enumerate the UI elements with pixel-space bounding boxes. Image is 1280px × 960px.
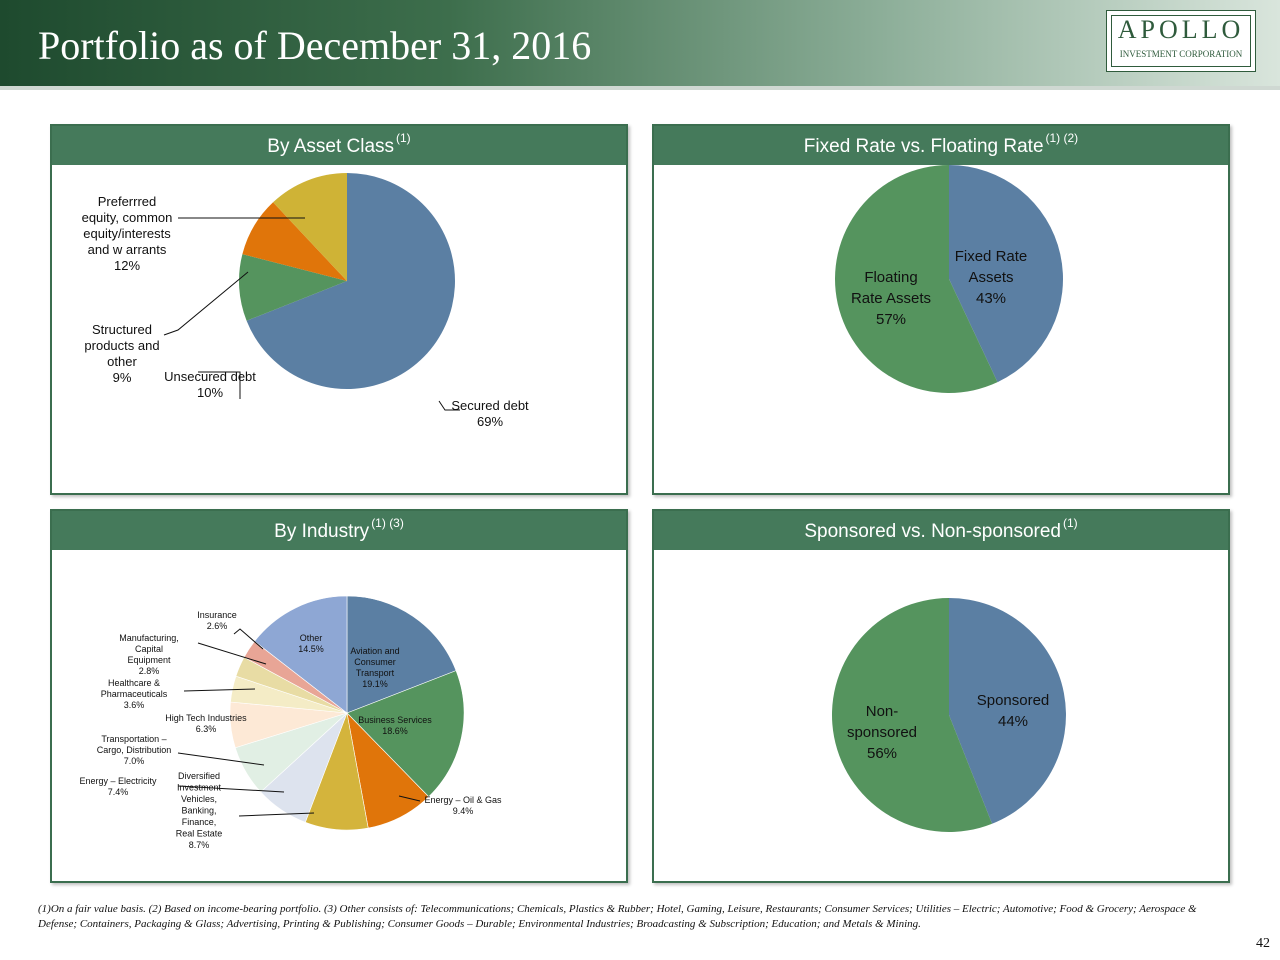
logo-subtitle: INVESTMENT CORPORATION — [1119, 49, 1243, 59]
footnote-ref: (1) — [1062, 516, 1078, 530]
data-label-aviation-and-consumer-transport: Aviation and Consumer Transport 19.1% — [350, 646, 399, 689]
data-label-manufacturing-capital-equipment: Manufacturing, Capital Equipment 2.8% — [119, 633, 179, 676]
panel-title: Fixed Rate vs. Floating Rate — [803, 136, 1044, 157]
asset-class-panel-header: By Asset Class (1) — [52, 126, 626, 165]
panel-title: By Industry — [274, 521, 370, 542]
data-label-business-services: Business Services 18.6% — [358, 715, 432, 736]
apollo-logo: APOLLO INVESTMENT CORPORATION — [1106, 10, 1256, 72]
data-label-high-tech-industries: High Tech Industries 6.3% — [165, 713, 247, 734]
panel-title: Sponsored vs. Non-sponsored — [804, 521, 1061, 542]
slice-sponsored — [949, 598, 1066, 824]
slice-fixed-rate-assets — [949, 165, 1064, 383]
data-label-fixed-rate-assets: Fixed Rate Assets 43% — [955, 248, 1028, 307]
panel-title: By Asset Class — [267, 136, 395, 157]
pie-slices — [835, 165, 1064, 393]
slice-business-services — [346, 670, 465, 798]
sponsored-panel-header: Sponsored vs. Non-sponsored (1) — [654, 511, 1228, 550]
data-label-structured-products-and-other: Structured products and other 9% — [84, 322, 159, 385]
data-label-floating-rate-assets: Floating Rate Assets 57% — [851, 269, 931, 328]
header-rule — [0, 86, 1280, 90]
leader-line-diversified-investment-vehicles-banking-finance-real-estate — [238, 812, 315, 817]
leader-line-unsecured-debt — [198, 371, 241, 399]
sponsored-pie-chart: Sponsored 44% Non-sponsored 56% — [831, 598, 1066, 832]
fixed-floating-pie-chart: Fixed Rate Assets 43% Floating Rate Assets 57… — [835, 165, 1064, 393]
leader-line-energy-electricity — [177, 785, 285, 793]
slice-non-sponsored — [831, 598, 993, 832]
footnote-ref: (1) (3) — [371, 516, 404, 530]
fixed-floating-panel-header: Fixed Rate vs. Floating Rate (1) (2) — [654, 126, 1228, 165]
asset-class-panel: By Asset Class (1) Secured debt 69% Unsecur… — [50, 124, 628, 495]
asset-class-pie-chart: Secured debt 69% Unsecured debt 10%Structur… — [82, 173, 529, 429]
leader-line-secured-debt — [438, 400, 460, 411]
page-title: Portfolio as of December 31, 2016 — [38, 23, 592, 68]
data-label-sponsored: Sponsored 44% — [977, 692, 1050, 730]
leader-line-transportation-cargo-distribution — [177, 752, 265, 766]
logo-wordmark: APOLLO — [1117, 15, 1245, 44]
data-label-secured-debt: Secured debt 69% — [451, 398, 529, 429]
slice-aviation-and-consumer-transport — [346, 595, 457, 714]
leader-line-energy-oil-gas — [398, 795, 421, 802]
data-label-non-sponsored: Non-sponsored 56% — [847, 703, 917, 762]
industry-pie-chart: Aviation and Consumer Transport 19.1% Busine… — [79, 595, 502, 850]
footnote-ref: (1) (2) — [1045, 131, 1079, 145]
leader-line-manufacturing-capital-equipment — [197, 642, 267, 665]
fixed-floating-panel: Fixed Rate vs. Floating Rate (1) (2) Fixe… — [652, 124, 1230, 495]
pie-slices — [229, 595, 465, 831]
logo-frame — [1111, 15, 1251, 67]
pie-slices — [831, 598, 1066, 832]
slice-unsecured-debt — [238, 254, 347, 321]
data-label-other: Other 14.5% — [298, 633, 324, 654]
slice-floating-rate-assets — [835, 165, 998, 393]
slice-preferrred-equity-common-equity-interests-and-w-arrants — [273, 173, 347, 281]
leader-line-healthcare-pharmaceuticals — [183, 688, 256, 692]
data-label-diversified-investment-vehicles-banking-finance-real-estate: Diversified Investment Vehicles, Banking, Fi… — [176, 771, 223, 850]
data-label-healthcare-pharmaceuticals: Healthcare & Pharmaceuticals 3.6% — [101, 678, 168, 710]
footnote-ref: (1) — [396, 131, 411, 145]
slice-secured-debt — [246, 173, 455, 389]
data-label-energy-electricity: Energy – Electricity 7.4% — [79, 776, 157, 797]
industry-panel: By Industry (1) (3) Aviation and Consumer T… — [50, 509, 628, 883]
slice-structured-products-and-other — [242, 202, 347, 281]
data-label-transportation-cargo-distribution: Transportation – Cargo, Distribution 7.0% — [97, 734, 172, 766]
footnote: (1)On a fair value basis. (2) Based on i… — [38, 903, 1197, 930]
data-label-energy-oil-gas: Energy – Oil & Gas 9.4% — [424, 795, 502, 816]
industry-panel-header: By Industry (1) (3) — [52, 511, 626, 550]
data-label-preferrred-equity-common-equity-interests-and-w-arrants: Preferrred equity, common equity/interests… — [82, 194, 173, 273]
data-label-unsecured-debt: Unsecured debt 10% — [164, 369, 256, 400]
leader-line-insurance — [233, 628, 264, 650]
sponsored-panel: Sponsored vs. Non-sponsored (1) Sponsored… — [652, 509, 1230, 883]
header-band — [0, 0, 1280, 90]
slice-other — [254, 595, 348, 714]
data-label-insurance: Insurance 2.6% — [197, 610, 237, 631]
leader-line-structured-products-and-other — [163, 271, 249, 336]
pie-slices — [238, 173, 455, 389]
page-number: 42 — [1256, 936, 1270, 951]
